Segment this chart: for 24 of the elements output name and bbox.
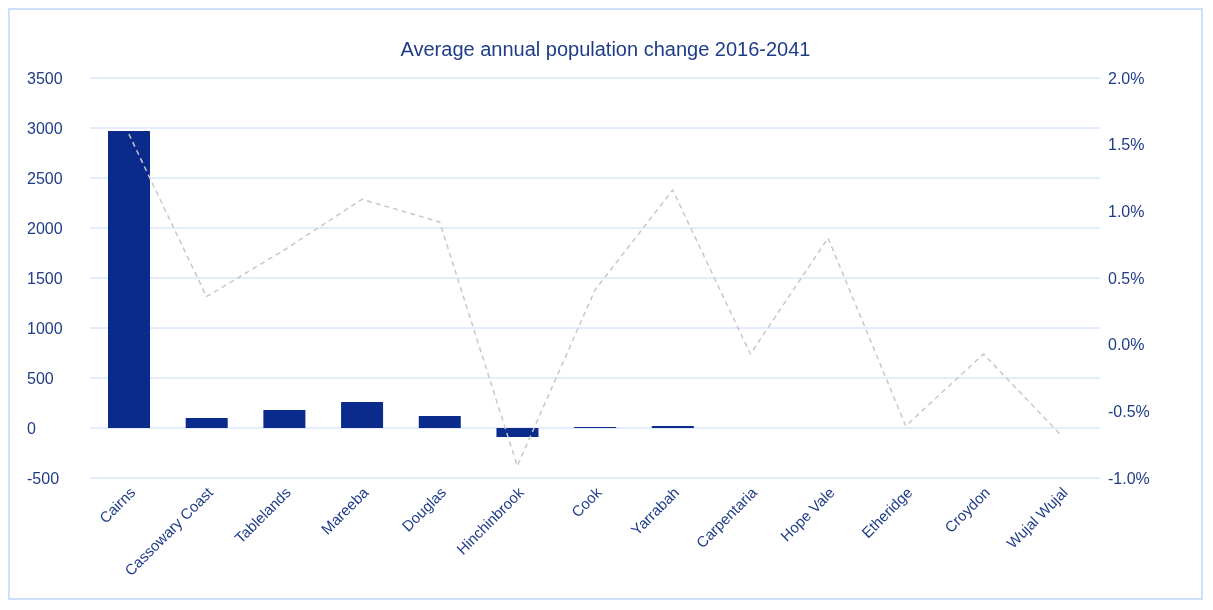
- bar: [496, 428, 539, 437]
- y2-tick-label: -1.0%: [1108, 469, 1150, 487]
- y-tick-label: 3000: [27, 119, 63, 137]
- y2-tick-label: 0.0%: [1108, 336, 1145, 354]
- chart-title: Average annual population change 2016-2041: [399, 38, 812, 62]
- y2-tick-label: -0.5%: [1108, 403, 1150, 421]
- bar: [108, 131, 150, 428]
- y2-tick-label: 0.5%: [1108, 269, 1145, 287]
- y-tick-label: -500: [27, 469, 60, 487]
- y2-tick-label: 1.5%: [1108, 136, 1145, 154]
- bar: [418, 416, 461, 428]
- bar: [341, 402, 384, 428]
- y-tick-label: 1000: [27, 319, 63, 337]
- y-tick-label: 2000: [27, 219, 63, 237]
- bar: [263, 410, 306, 428]
- bar: [185, 418, 228, 428]
- y-tick-label: 500: [27, 369, 54, 387]
- line-series: [128, 133, 1062, 467]
- y-tick-label: 3500: [27, 69, 63, 87]
- y-tick-label: 0: [27, 419, 36, 437]
- y2-tick-label: 2.0%: [1108, 69, 1145, 87]
- y-tick-label: 1500: [27, 269, 63, 287]
- y2-tick-label: 1.0%: [1108, 203, 1145, 221]
- y-tick-label: 2500: [27, 169, 63, 187]
